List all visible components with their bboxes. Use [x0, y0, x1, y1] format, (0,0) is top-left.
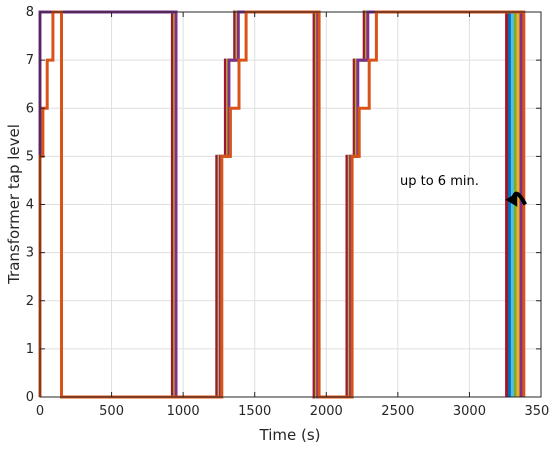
annotation-arrow-head: [505, 192, 518, 207]
x-tick-label: 500: [99, 404, 124, 419]
x-tick-label: 1500: [238, 404, 271, 419]
y-tick-label: 6: [26, 101, 34, 116]
x-tick-label: 2500: [381, 404, 414, 419]
y-tick-label: 5: [26, 149, 34, 164]
x-tick-label: 1000: [167, 404, 200, 419]
y-tick-label: 2: [26, 294, 34, 309]
y-tick-label: 8: [26, 5, 34, 20]
y-axis-label: Transformer tap level: [5, 124, 23, 285]
x-tick-label: 3000: [453, 404, 486, 419]
series-line-7: [38, 10, 526, 399]
annotation-arrow: [505, 191, 528, 207]
x-tick-label: 2000: [310, 404, 343, 419]
y-tick-label: 1: [26, 342, 34, 357]
y-tick-label: 3: [26, 246, 34, 261]
y-ticks: 0 1 2 3 4 5 6 7 8: [26, 5, 541, 405]
x-tick-label: 0: [36, 404, 44, 419]
y-tick-label: 7: [26, 53, 34, 68]
y-tick-label: 0: [26, 390, 34, 405]
annotation-text: up to 6 min.: [400, 174, 479, 189]
y-tick-label: 4: [26, 198, 34, 213]
x-axis-label: Time (s): [259, 426, 321, 444]
